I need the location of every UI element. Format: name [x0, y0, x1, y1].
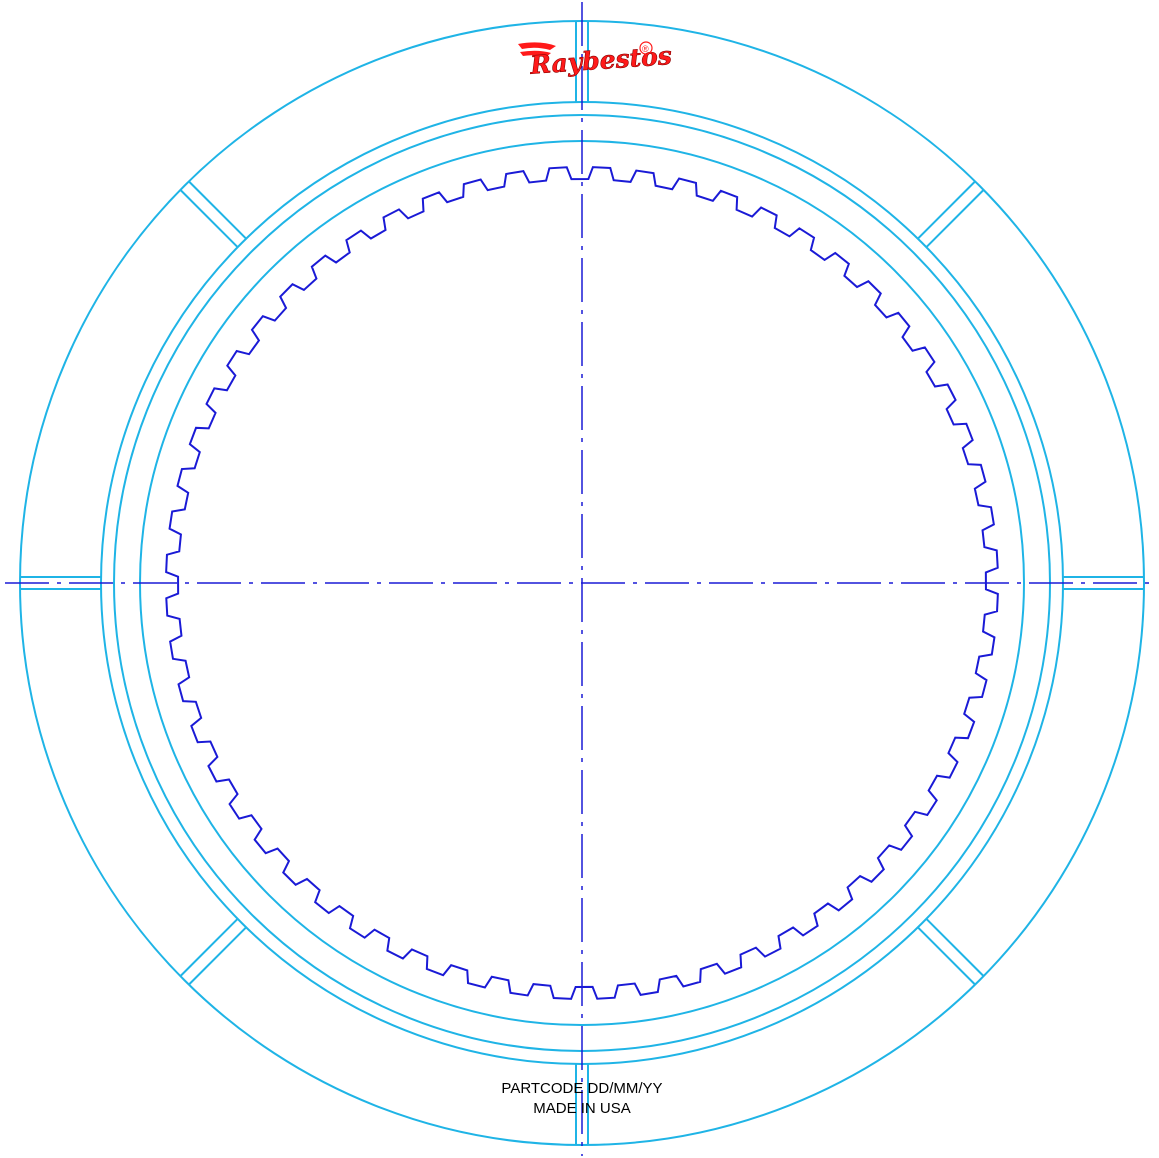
made-in-usa-stamp: MADE IN USA — [533, 1100, 631, 1117]
segment-slot-edge — [179, 189, 239, 248]
registered-mark-icon — [639, 41, 653, 55]
logo-wing-icon — [518, 42, 556, 57]
registered-mark: ® — [642, 44, 649, 54]
centerlines — [5, 2, 1157, 1156]
raybestos-logo: Raybestos ® — [518, 41, 673, 80]
segment-slot-edge — [179, 918, 239, 977]
segment-slot-edge — [925, 189, 985, 248]
internal-spline-profile — [165, 166, 999, 1000]
segment-slot-edge — [188, 180, 247, 240]
segment-slots — [20, 21, 1144, 1145]
segment-slot-edge — [188, 926, 247, 986]
segment-slot-edge — [917, 180, 976, 240]
part-code-stamp: PARTCODE DD/MM/YY — [501, 1080, 662, 1097]
segment-slot-edge — [925, 918, 985, 977]
segment-slot-edge — [917, 926, 976, 986]
